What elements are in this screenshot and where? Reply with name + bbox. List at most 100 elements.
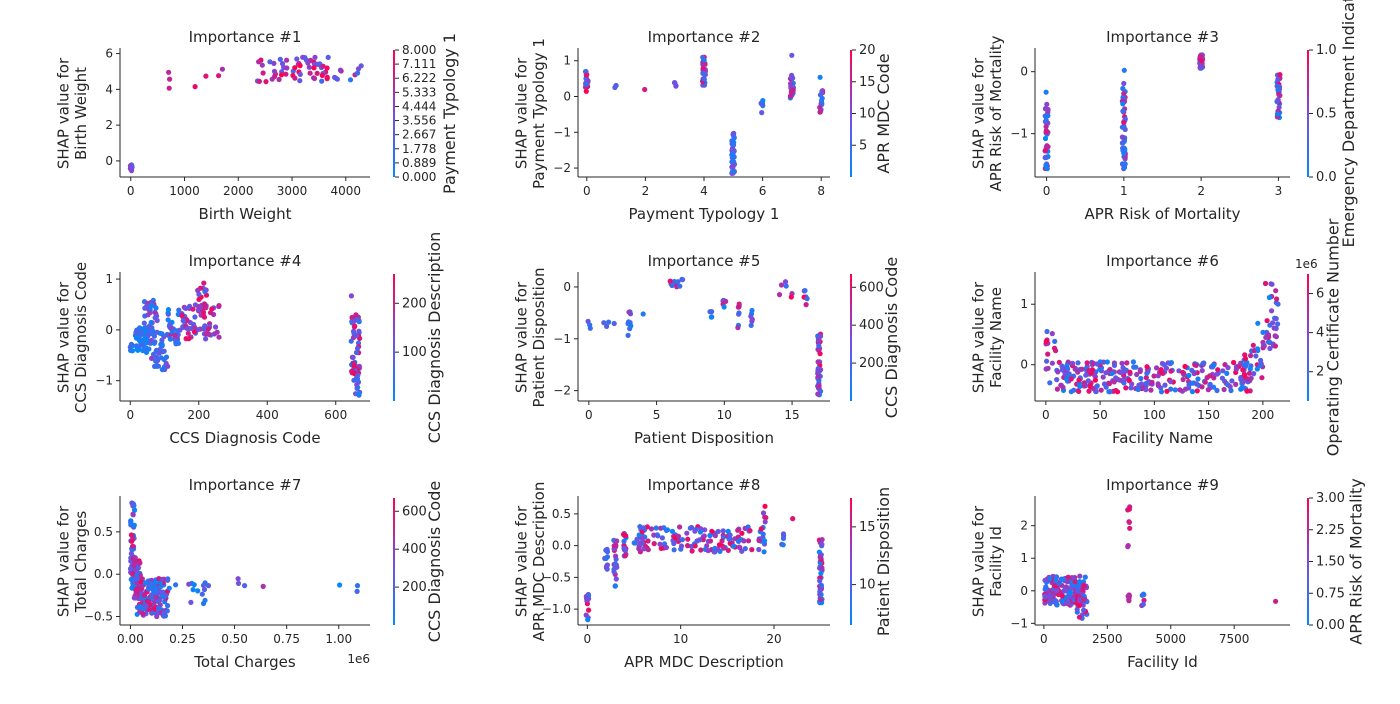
data-point (692, 528, 698, 534)
colorbar-tick-label: 5.333 (402, 85, 436, 99)
data-point (1228, 387, 1234, 394)
x-axis-label: Payment Typology 1 (629, 205, 780, 223)
data-point (614, 538, 620, 544)
x-tick-label: 0 (126, 408, 134, 422)
colorbar-tick-label: 2.25 (1316, 523, 1345, 538)
data-point (639, 529, 645, 535)
data-point (1128, 385, 1134, 391)
data-point (216, 73, 222, 79)
data-point (148, 302, 154, 308)
data-point (1094, 361, 1100, 367)
data-point (1054, 386, 1060, 392)
data-point (135, 347, 141, 353)
y-axis-label: SHAP value forCCS Diagnosis Code (55, 262, 90, 413)
data-point (1075, 369, 1081, 375)
data-point (164, 608, 170, 614)
colorbar-tick-label: 8.000 (402, 43, 436, 57)
x-axis-label: Total Charges (193, 653, 296, 671)
subplot-5: 0 5 10 15 −2 −1 0 Importance #5 Patient Disposit… (513, 252, 901, 447)
data-point (659, 535, 666, 541)
data-point (758, 526, 764, 532)
y-axis-label-line: SHAP value for (970, 57, 988, 169)
x-tick-label: 50 (1092, 408, 1107, 422)
colorbar-label: Payment Typology 1 (440, 33, 459, 194)
data-point (356, 363, 362, 369)
data-point (685, 543, 691, 549)
x-tick-label: 0 (585, 408, 593, 422)
subplot-8: 0 10 20 −1.0 −0.5 0.0 0.5 Importance #8 APR MDC … (513, 476, 894, 671)
data-point (1177, 387, 1183, 393)
colorbar-tick-label: 0.0 (1316, 170, 1337, 185)
colorbar-tick-label: 0.000 (402, 170, 436, 184)
colorbar-tick-label: 400 (402, 542, 427, 557)
x-tick-label: 7500 (1219, 632, 1250, 646)
data-point (626, 309, 632, 315)
data-point (736, 304, 742, 310)
data-point (1135, 386, 1141, 393)
data-point (1077, 579, 1083, 585)
colorbar (393, 498, 395, 625)
y-tick-label: 0.0 (94, 567, 113, 581)
data-point (1251, 371, 1257, 377)
data-point (700, 537, 706, 543)
data-point (196, 291, 202, 297)
data-point (689, 548, 695, 554)
data-point (129, 533, 135, 539)
data-point (1191, 370, 1197, 377)
data-point (1238, 386, 1244, 392)
data-point (1211, 362, 1217, 368)
data-point (256, 78, 262, 84)
colorbar-label: Operating Certificate Number (1324, 218, 1343, 456)
data-point (338, 68, 344, 74)
data-point (1098, 387, 1104, 393)
colorbar-tick-label: 2.667 (402, 128, 436, 142)
data-point (780, 542, 786, 548)
y-tick-label: 1 (1020, 551, 1028, 565)
data-point (1176, 368, 1182, 374)
data-point (1221, 386, 1227, 393)
data-point (149, 355, 155, 361)
data-point (1062, 371, 1068, 377)
data-point (760, 531, 766, 537)
data-point (816, 343, 822, 349)
data-point (1141, 597, 1147, 603)
data-point (1268, 281, 1274, 287)
colorbar-tick-label: 6 (1316, 287, 1324, 302)
data-point (702, 527, 708, 533)
data-point (349, 314, 355, 321)
subplot-title: Importance #6 (1106, 252, 1219, 270)
colorbar-offset-label: 1e6 (1295, 257, 1318, 271)
data-point (1076, 388, 1082, 394)
data-point (203, 336, 209, 342)
data-point (736, 544, 742, 550)
data-point (611, 569, 617, 575)
y-axis-label-line: SHAP value for (55, 281, 73, 393)
data-point (347, 77, 354, 83)
data-point (131, 522, 137, 528)
data-point (1277, 92, 1283, 99)
data-point (1272, 343, 1278, 349)
data-point (817, 104, 823, 110)
data-point (260, 70, 266, 76)
data-point (311, 75, 317, 81)
data-point (640, 535, 646, 541)
data-point (1118, 369, 1124, 376)
y-axis-label: SHAP value forFacility Name (970, 281, 1005, 393)
data-point (152, 358, 159, 364)
data-point (127, 566, 134, 572)
data-point (790, 516, 796, 522)
data-point (355, 372, 361, 378)
data-point (185, 330, 191, 336)
data-point (349, 368, 355, 374)
data-point (1272, 315, 1278, 321)
data-point (783, 283, 789, 289)
data-point (146, 599, 152, 605)
data-point (1181, 370, 1187, 376)
data-point (130, 543, 136, 549)
data-point (1194, 381, 1200, 387)
data-point (201, 301, 208, 307)
x-tick-label: 2 (642, 184, 650, 198)
data-point (348, 293, 354, 299)
data-point (819, 541, 825, 547)
data-point (1111, 379, 1117, 385)
